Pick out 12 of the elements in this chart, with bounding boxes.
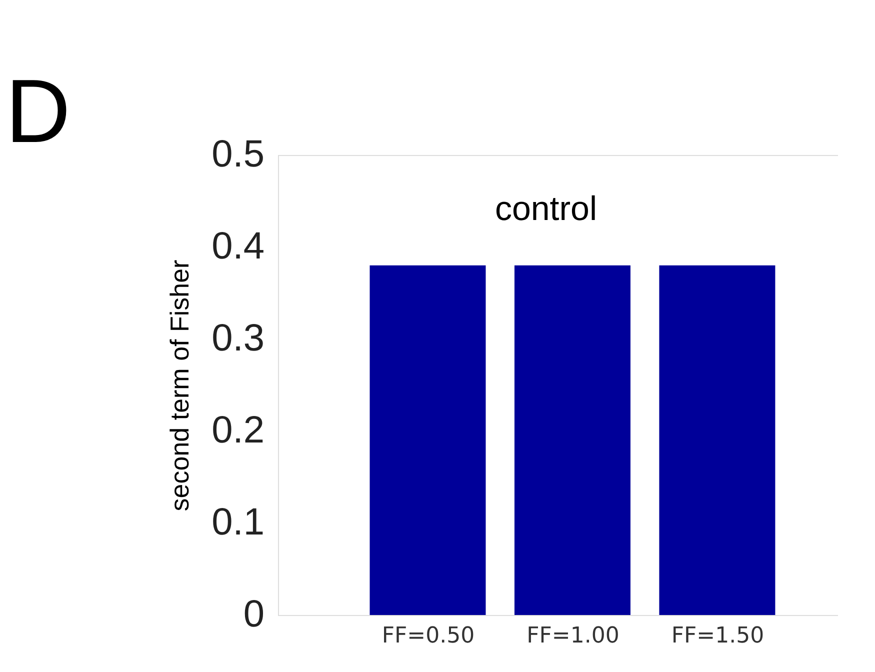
y-tick-label: 0 xyxy=(243,594,264,636)
y-tick-label: 0.4 xyxy=(212,226,264,268)
text: D xyxy=(6,62,70,162)
y-tick-label: 0.1 xyxy=(212,502,264,544)
x-tick-label: FF=1.00 xyxy=(526,624,620,648)
x-tick-label: FF=0.50 xyxy=(382,624,475,648)
annotation: control xyxy=(494,190,598,228)
y-tick-label: 0.5 xyxy=(212,134,264,176)
y-tick-label: 0.2 xyxy=(212,410,264,452)
y-tick-label: 0.3 xyxy=(212,318,264,360)
x-tick-label: FF=1.50 xyxy=(671,624,764,648)
y-axis-title: second term of Fisher xyxy=(164,259,195,512)
